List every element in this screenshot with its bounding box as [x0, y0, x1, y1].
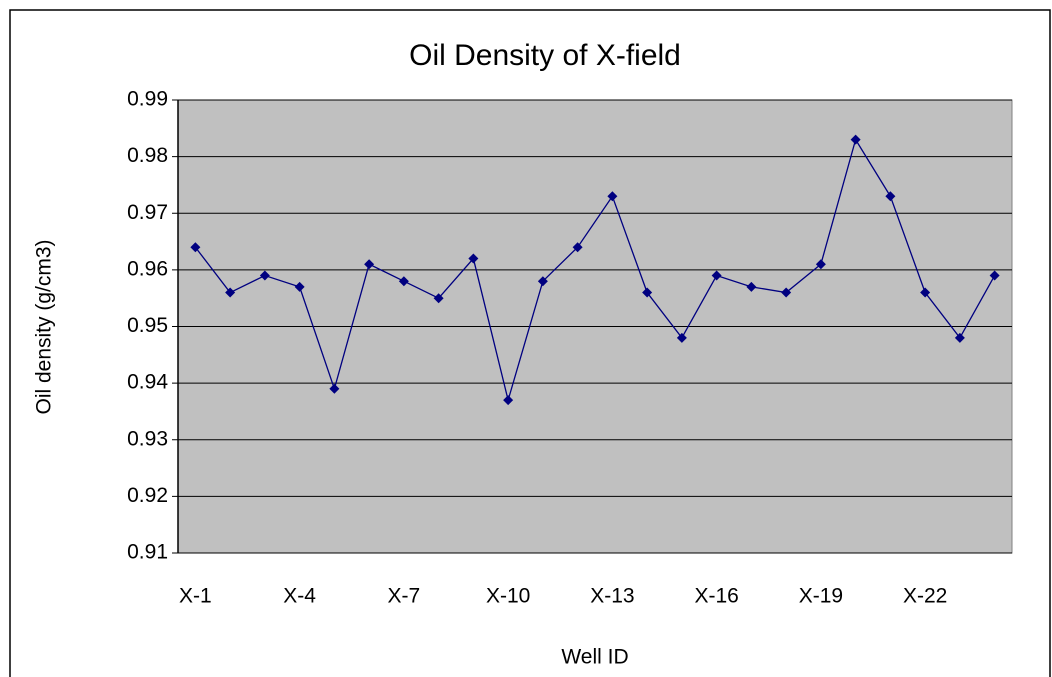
x-tick-label: X-7	[388, 585, 421, 608]
x-axis-label: Well ID	[561, 646, 628, 669]
marker	[503, 395, 514, 406]
marker	[572, 242, 583, 253]
marker	[225, 287, 236, 298]
y-tick-label: 0.91	[127, 541, 168, 564]
x-tick-label: X-4	[283, 585, 316, 608]
marker	[294, 281, 305, 292]
marker	[850, 134, 861, 145]
marker	[537, 276, 548, 287]
y-tick-label: 0.96	[127, 257, 168, 280]
y-tick-label: 0.99	[127, 88, 168, 111]
x-tick-label: X-1	[179, 585, 212, 608]
y-tick-label: 0.97	[127, 201, 168, 224]
marker	[259, 270, 270, 281]
marker	[781, 287, 792, 298]
x-tick-label: X-13	[590, 585, 634, 608]
marker	[364, 259, 375, 270]
y-tick-label: 0.92	[127, 484, 168, 507]
marker	[920, 287, 931, 298]
x-tick-label: X-10	[486, 585, 530, 608]
y-tick-label: 0.95	[127, 314, 168, 337]
series-line	[194, 138, 996, 403]
marker	[642, 287, 653, 298]
y-tick-label: 0.93	[127, 427, 168, 450]
marker	[711, 270, 722, 281]
x-tick-label: X-16	[694, 585, 738, 608]
marker	[676, 332, 687, 343]
marker	[885, 191, 896, 202]
y-axis-label: Oil density (g/cm3)	[33, 239, 56, 414]
marker	[433, 293, 444, 304]
marker	[329, 383, 340, 394]
y-tick-label: 0.98	[127, 144, 168, 167]
marker	[190, 242, 201, 253]
x-tick-label: X-19	[799, 585, 843, 608]
marker	[398, 276, 409, 287]
marker	[954, 332, 965, 343]
marker	[815, 259, 826, 270]
marker	[468, 253, 479, 264]
chart-title: Oil Density of X-field	[409, 39, 681, 72]
marker	[607, 191, 618, 202]
marker	[746, 281, 757, 292]
y-tick-label: 0.94	[127, 371, 168, 394]
marker	[989, 270, 1000, 281]
x-tick-label: X-22	[903, 585, 947, 608]
